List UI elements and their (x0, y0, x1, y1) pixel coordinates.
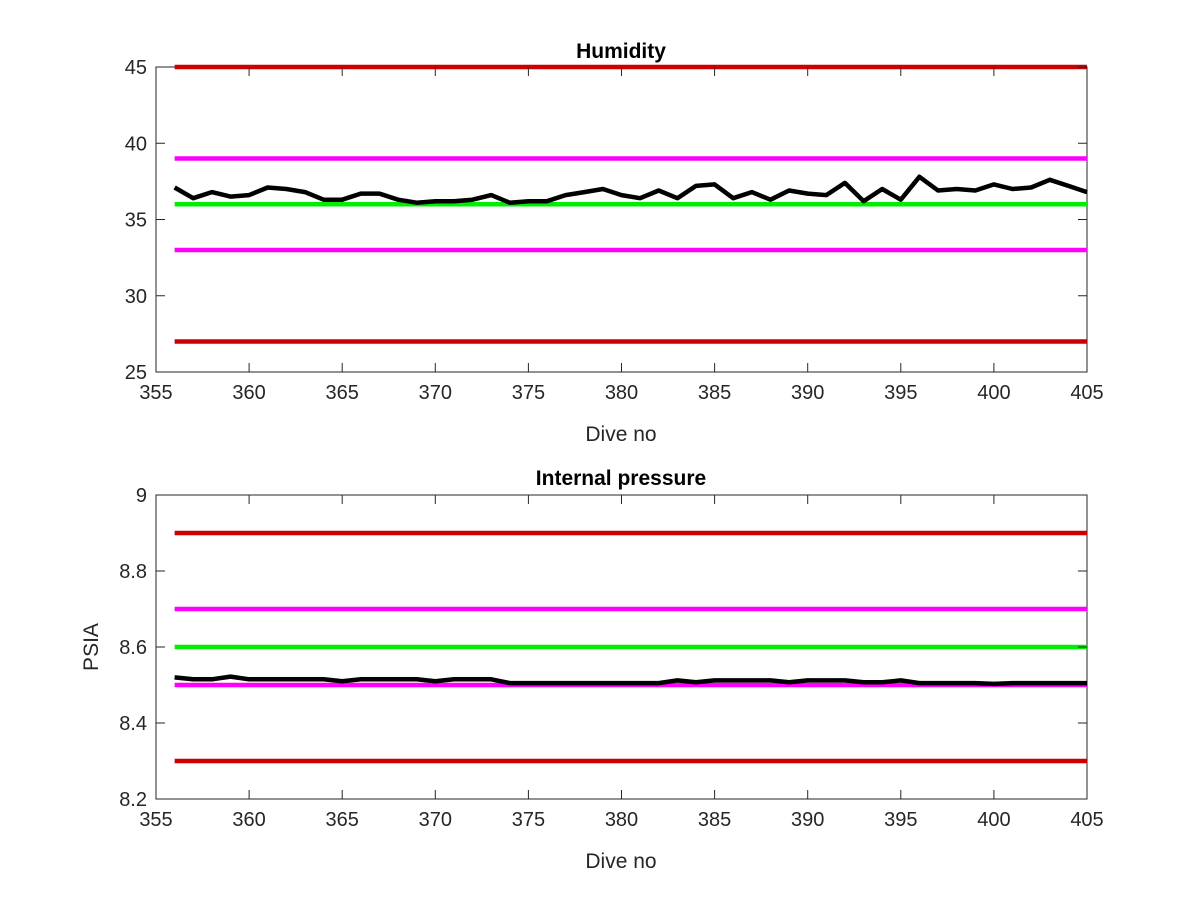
chart-title: Internal pressure (536, 467, 706, 490)
axes-box (155, 66, 1088, 373)
x-tick-label: 380 (605, 809, 638, 831)
y-axis-label: PSIA (80, 623, 103, 671)
y-tick-label: 35 (125, 210, 147, 232)
x-axis-label: Dive no (585, 423, 656, 446)
y-tick-label: 45 (125, 57, 147, 79)
x-tick-label: 360 (232, 809, 265, 831)
x-tick-label: 355 (139, 382, 172, 404)
x-tick-label: 405 (1070, 809, 1103, 831)
y-tick-label: 8.6 (119, 637, 147, 659)
series-line (173, 174, 1088, 205)
internal-pressure-panel: 355 360 365 370 375 380 385 390 395 400 405 8.2 8.4 8… (80, 467, 1104, 873)
axis-ticks: 355 360 365 370 375 380 385 390 395 400 405 25 30 35 4… (125, 57, 1104, 404)
x-tick-label: 395 (884, 382, 917, 404)
x-tick-label: 395 (884, 809, 917, 831)
x-tick-label: 380 (605, 382, 638, 404)
chart-title: Humidity (576, 40, 666, 63)
humidity-panel: 355 360 365 370 375 380 385 390 395 400 405 25 30 35 4… (125, 40, 1104, 446)
y-tick-label: 30 (125, 286, 147, 308)
x-tick-label: 375 (512, 382, 545, 404)
x-tick-label: 390 (791, 382, 824, 404)
x-tick-label: 365 (326, 382, 359, 404)
x-tick-label: 385 (698, 809, 731, 831)
plot-marks (174, 530, 1087, 764)
y-tick-label: 9 (136, 485, 147, 507)
x-axis-label: Dive no (585, 850, 656, 873)
x-tick-label: 400 (977, 809, 1010, 831)
x-tick-label: 385 (698, 382, 731, 404)
y-tick-label: 40 (125, 133, 147, 155)
y-tick-label: 8.8 (119, 561, 147, 583)
x-tick-label: 370 (419, 809, 452, 831)
plot-marks (173, 64, 1088, 344)
x-tick-label: 360 (232, 382, 265, 404)
y-tick-label: 8.2 (119, 789, 147, 811)
x-tick-label: 370 (419, 382, 452, 404)
x-tick-label: 365 (326, 809, 359, 831)
y-tick-label: 8.4 (119, 713, 147, 735)
series-line (174, 674, 1087, 687)
x-tick-label: 375 (512, 809, 545, 831)
x-tick-label: 355 (139, 809, 172, 831)
x-tick-label: 390 (791, 809, 824, 831)
x-tick-label: 405 (1070, 382, 1103, 404)
x-tick-label: 400 (977, 382, 1010, 404)
y-tick-label: 25 (125, 362, 147, 384)
axis-ticks: 355 360 365 370 375 380 385 390 395 400 405 8.2 8.4 8… (119, 485, 1104, 831)
